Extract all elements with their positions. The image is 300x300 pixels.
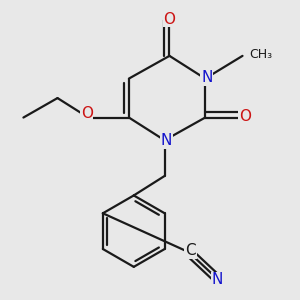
Text: N: N <box>160 134 172 148</box>
Text: O: O <box>239 109 251 124</box>
Text: N: N <box>212 272 223 287</box>
Text: CH₃: CH₃ <box>249 48 272 61</box>
Text: O: O <box>164 12 175 27</box>
Text: N: N <box>201 70 212 86</box>
Text: O: O <box>81 106 93 121</box>
Text: C: C <box>185 243 196 258</box>
